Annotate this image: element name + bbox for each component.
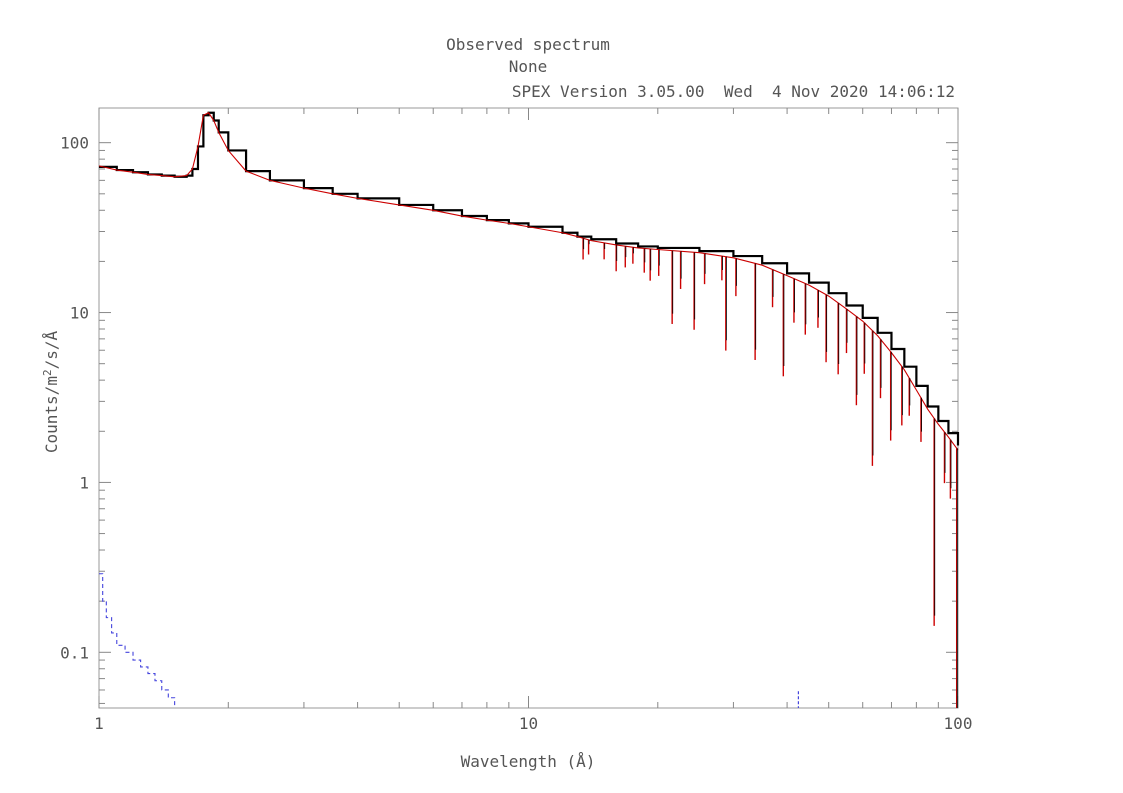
chart-subtitle: None bbox=[509, 57, 548, 76]
y-tick-label: 100 bbox=[60, 134, 89, 153]
y-tick-labels: 0.1 1 10 100 bbox=[60, 134, 89, 663]
chart-title: Observed spectrum bbox=[446, 35, 610, 54]
y-axis-label-main: Counts/m bbox=[42, 376, 61, 453]
axis-ticks bbox=[98, 108, 959, 708]
x-tick-label: 10 bbox=[519, 714, 538, 733]
chart-info-line: SPEX Version 3.05.00 Wed 4 Nov 2020 14:0… bbox=[512, 82, 955, 101]
x-tick-labels: 1 10 100 bbox=[94, 714, 972, 733]
plot-area bbox=[98, 107, 960, 709]
y-tick-label: 10 bbox=[70, 304, 89, 323]
y-axis-label-tail: /s/Å bbox=[42, 331, 61, 370]
series-layer bbox=[98, 111, 960, 708]
x-tick-label: 1 bbox=[94, 714, 104, 733]
x-axis-label: Wavelength (Å) bbox=[461, 752, 596, 771]
y-tick-label: 0.1 bbox=[60, 643, 89, 662]
y-axis-label-exponent: 2 bbox=[41, 369, 54, 376]
plot-frame bbox=[98, 107, 959, 709]
y-tick-label: 1 bbox=[79, 473, 89, 492]
spectrum-series-0 bbox=[99, 111, 960, 446]
x-tick-label: 100 bbox=[944, 714, 973, 733]
y-axis-label: Counts/m2/s/Å bbox=[41, 331, 62, 454]
spectrum-series-1 bbox=[98, 112, 959, 451]
spectrum-series-2 bbox=[99, 573, 176, 707]
